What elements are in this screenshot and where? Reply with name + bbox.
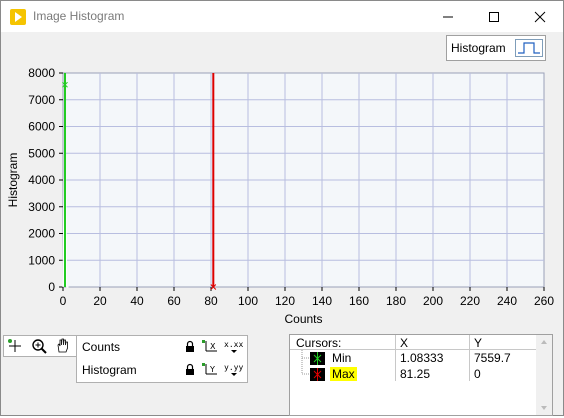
column-divider: [469, 335, 470, 381]
svg-text:x.xx: x.xx: [224, 340, 243, 349]
maximize-icon: [489, 12, 499, 22]
x-tick-label: 140: [312, 294, 332, 308]
minimize-button[interactable]: [425, 1, 471, 32]
svg-text:y.yy: y.yy: [224, 363, 243, 372]
x-tick-label: 180: [386, 294, 406, 308]
x-tick-label: 60: [167, 294, 181, 308]
step-plot-icon[interactable]: [515, 39, 543, 57]
x-tick-label: 260: [534, 294, 554, 308]
y-tick-label: 3000: [28, 200, 55, 214]
svg-text:X: X: [210, 342, 216, 351]
y-tick-label: 0: [48, 280, 55, 294]
tree-lines: [301, 350, 310, 375]
close-button[interactable]: [517, 1, 563, 32]
cursor-name[interactable]: Min: [332, 351, 352, 365]
header-divider: [290, 349, 536, 350]
format-x-button[interactable]: x.xx: [223, 338, 245, 354]
x-tick-label: 160: [349, 294, 369, 308]
lock-icon[interactable]: [185, 340, 195, 352]
autoscale-x-icon[interactable]: X: [200, 338, 220, 354]
app-icon: [10, 9, 26, 25]
cursors-header: Cursors:: [296, 336, 342, 350]
y-tick-label: 2000: [28, 227, 55, 241]
cursor-row-min[interactable]: Min 1.08333 7559.7: [290, 351, 536, 367]
scale-row-counts: Counts X x.xx: [77, 336, 247, 358]
x-tick-label: 240: [497, 294, 517, 308]
title-bar[interactable]: Image Histogram: [1, 1, 563, 32]
y-tick-label: 5000: [28, 146, 55, 160]
scale-name: Histogram: [82, 363, 137, 377]
cursor-legend-scrollbar[interactable]: [536, 335, 552, 415]
x-tick-label: 220: [460, 294, 480, 308]
y-tick-label: 6000: [28, 120, 55, 134]
cursor-min-icon[interactable]: [310, 352, 325, 365]
cursor-max-icon[interactable]: [310, 368, 325, 381]
cursor-y-value[interactable]: 7559.7: [474, 351, 511, 365]
cursor-min-marker[interactable]: [62, 81, 68, 88]
cursor-y-value[interactable]: 0: [474, 367, 481, 381]
autoscale-y-icon[interactable]: Y: [200, 361, 220, 377]
x-tick-label: 100: [238, 294, 258, 308]
plot-legend-label: Histogram: [451, 41, 506, 55]
pan-hand-icon[interactable]: [54, 337, 72, 355]
minimize-icon: [443, 16, 453, 18]
cursor-row-max[interactable]: Max 81.25 0: [290, 367, 536, 383]
scroll-down-icon: [541, 406, 547, 410]
x-tick-label: 200: [423, 294, 443, 308]
x-axis-label: Counts: [284, 312, 322, 326]
close-icon: [534, 11, 546, 23]
scale-legend: Counts X x.xx Histogram Y y.yy: [76, 335, 248, 383]
histogram-graph[interactable]: 0 20 40 60 80 100 120 140 160 180 200 220 240 260 0 100…: [1, 61, 563, 333]
scale-row-histogram: Histogram Y y.yy: [77, 359, 247, 381]
scale-name: Counts: [82, 340, 121, 354]
cursor-max-marker[interactable]: [210, 284, 217, 290]
column-divider: [395, 335, 396, 381]
zoom-icon[interactable]: [30, 337, 48, 355]
x-tick-label: 0: [60, 294, 67, 308]
y-tick-label: 7000: [28, 93, 55, 107]
plot-legend[interactable]: Histogram: [446, 35, 546, 61]
svg-text:Y: Y: [209, 365, 215, 374]
scroll-up-icon: [541, 340, 547, 344]
maximize-button[interactable]: [471, 1, 517, 32]
x-header: X: [400, 336, 409, 350]
x-tick-label: 80: [204, 294, 218, 308]
cursor-legend: Cursors: X Y Min 1.08333 7559.7 Max 81.2…: [289, 334, 553, 416]
y-tick-label: 1000: [28, 253, 55, 267]
cursor-x-value[interactable]: 1.08333: [400, 351, 444, 365]
x-tick-label: 120: [275, 294, 295, 308]
window-title: Image Histogram: [33, 9, 125, 23]
y-tick-label: 8000: [28, 66, 55, 80]
graph-palette: [3, 335, 77, 357]
format-y-button[interactable]: y.yy: [223, 361, 245, 377]
cursor-move-icon[interactable]: [6, 337, 24, 355]
y-header: Y: [474, 336, 483, 350]
lock-icon[interactable]: [185, 363, 195, 375]
y-tick-label: 4000: [28, 173, 55, 187]
cursor-x-value[interactable]: 81.25: [400, 367, 431, 381]
y-axis-label: Histogram: [6, 153, 20, 208]
x-tick-label: 20: [93, 294, 107, 308]
cursor-name[interactable]: Max: [330, 367, 357, 381]
x-tick-label: 40: [130, 294, 144, 308]
